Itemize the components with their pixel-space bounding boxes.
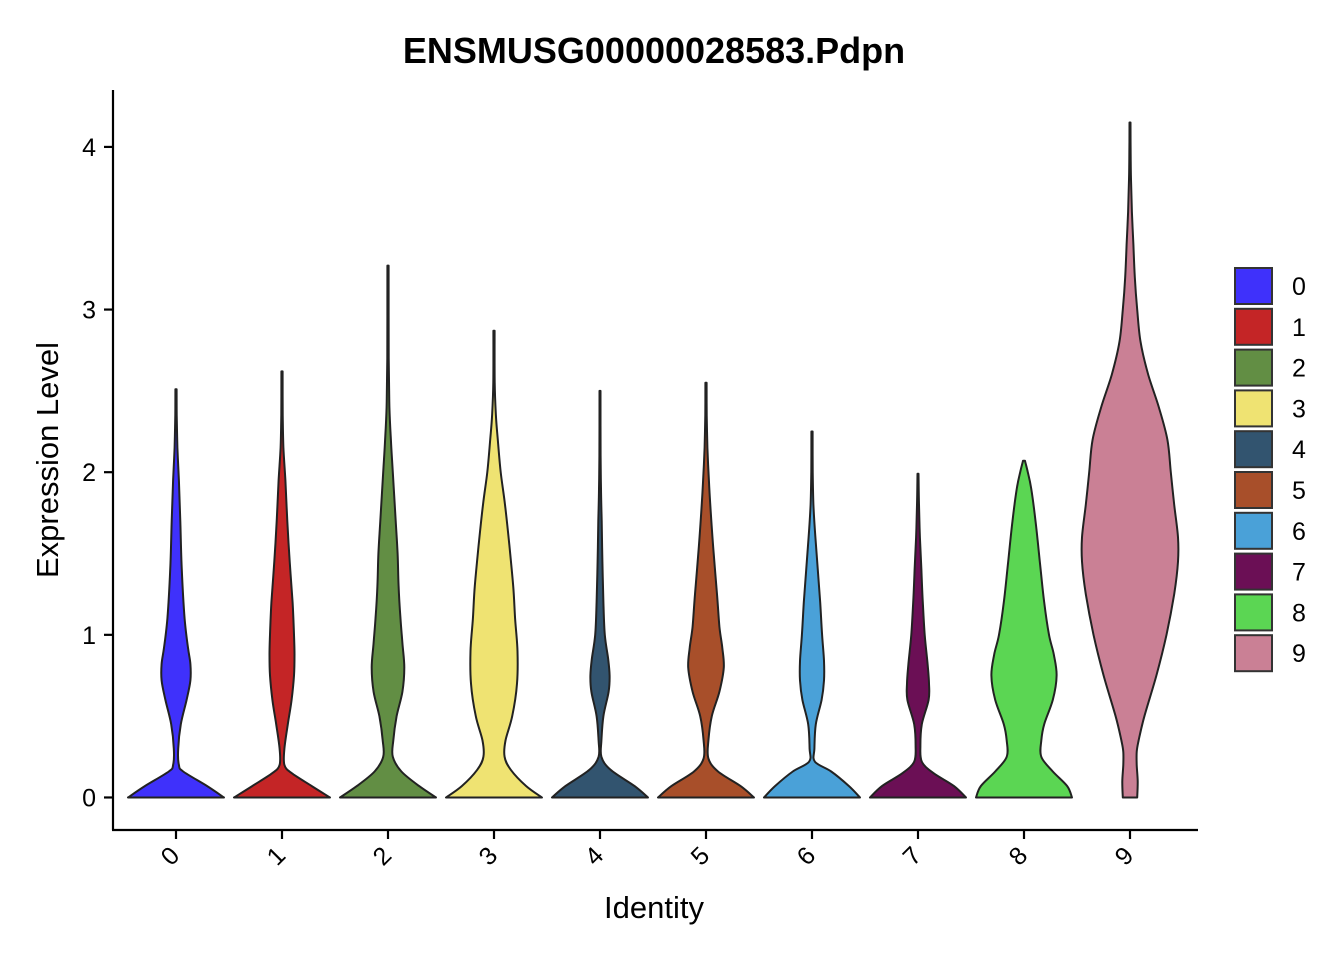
x-tick-label: 3: [474, 842, 504, 872]
legend-label-7: 7: [1292, 559, 1306, 587]
x-tick-label: 0: [156, 842, 186, 872]
legend: 0 1 2 3 4 5 6 7 8 9: [1234, 267, 1306, 673]
y-tick-label: 0: [82, 784, 96, 812]
chart-title: ENSMUSG00000028583.Pdpn: [403, 30, 905, 71]
legend-label-3: 3: [1292, 395, 1306, 423]
x-tick-label: 5: [686, 842, 716, 872]
legend-label-5: 5: [1292, 477, 1306, 505]
violin-4: [551, 389, 649, 799]
x-tick-label: 2: [368, 842, 398, 872]
legend-key-5: [1234, 471, 1273, 509]
y-axis-title: Expression Level: [30, 342, 65, 578]
legend-key-0: [1234, 267, 1273, 305]
violin-0: [127, 388, 225, 799]
x-axis-ticks: 0 1 2 3 4 5 6 7 8 9: [156, 830, 1140, 872]
violin-6: [763, 430, 861, 799]
legend-key-2: [1234, 348, 1273, 387]
legend-label-2: 2: [1292, 355, 1306, 383]
x-tick-label: 6: [792, 842, 822, 872]
legend-key-4: [1234, 430, 1273, 469]
x-tick-label: 1: [262, 842, 292, 872]
y-tick-label: 4: [82, 134, 96, 162]
violin-7: [869, 472, 967, 799]
legend-label-1: 1: [1292, 314, 1306, 342]
legend-label-6: 6: [1292, 518, 1306, 546]
violin-1: [233, 370, 331, 799]
x-tick-label: 4: [580, 841, 610, 871]
y-tick-label: 2: [82, 459, 96, 487]
legend-key-7: [1234, 552, 1273, 591]
y-axis-ticks: 0 1 2 3 4: [82, 134, 113, 812]
violins-layer: [127, 121, 1180, 799]
violin-5: [657, 381, 755, 799]
x-tick-label: 7: [898, 842, 928, 872]
x-axis-title: Identity: [604, 890, 704, 925]
legend-label-9: 9: [1292, 640, 1306, 668]
legend-label-4: 4: [1292, 436, 1306, 464]
violin-9: [1080, 121, 1180, 799]
legend-key-3: [1234, 389, 1273, 428]
y-tick-label: 3: [82, 297, 96, 325]
legend-key-9: [1234, 634, 1273, 673]
legend-key-8: [1234, 593, 1273, 632]
legend-label-0: 0: [1292, 273, 1306, 301]
violin-8: [975, 459, 1073, 799]
y-tick-label: 1: [82, 622, 96, 650]
x-tick-label: 9: [1110, 842, 1140, 872]
x-tick-label: 8: [1004, 842, 1034, 872]
legend-key-1: [1234, 307, 1273, 346]
legend-label-8: 8: [1292, 599, 1306, 627]
violin-3: [445, 329, 543, 799]
legend-key-6: [1234, 511, 1273, 550]
violin-2: [339, 264, 437, 799]
